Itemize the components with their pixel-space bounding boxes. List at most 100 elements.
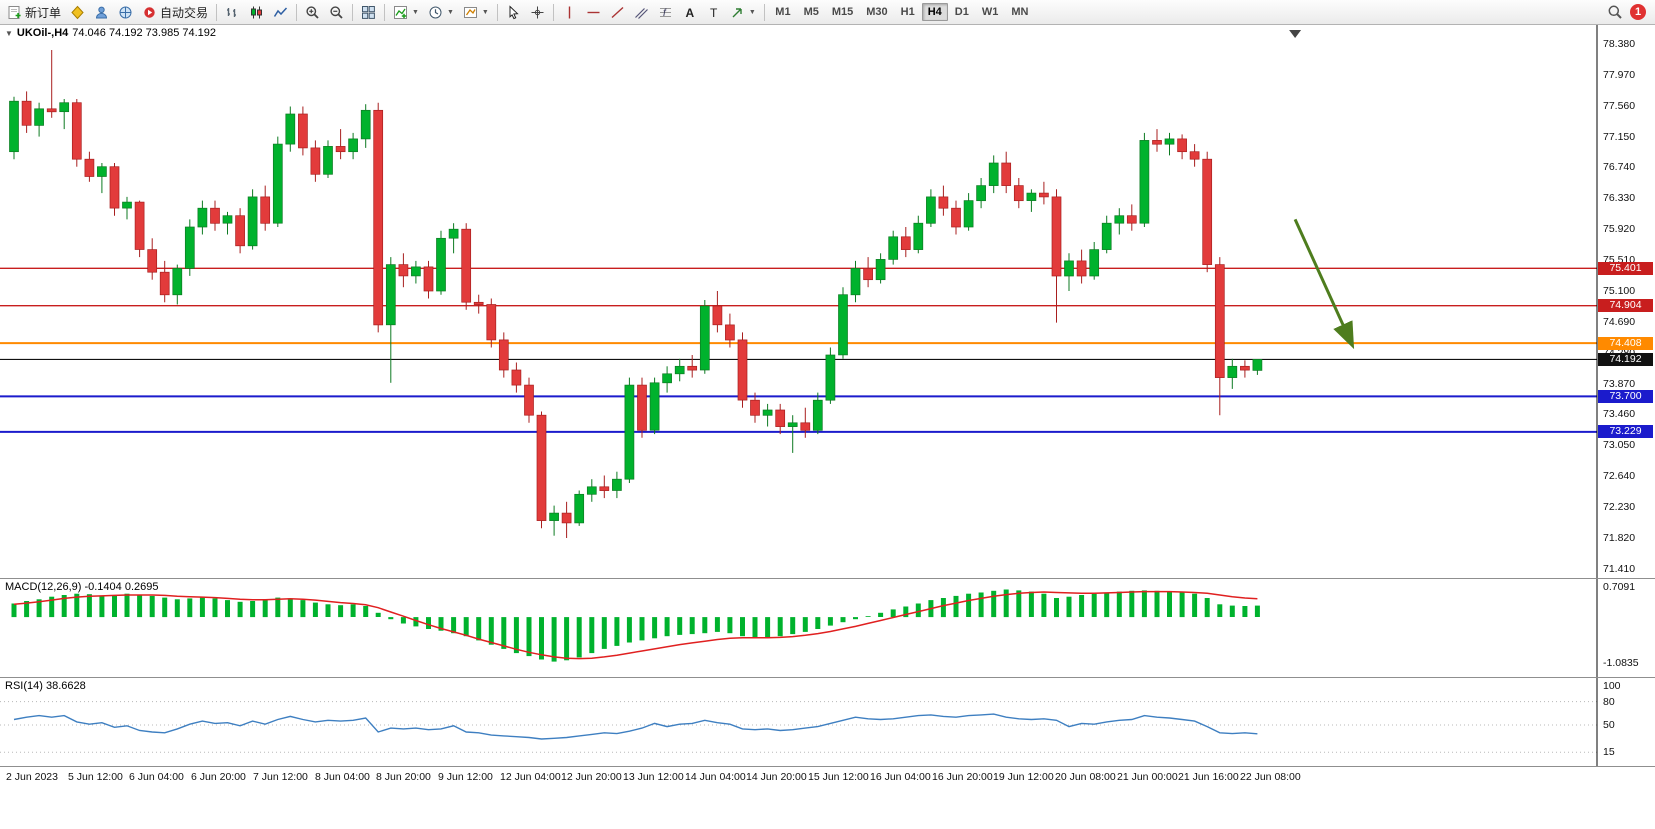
rsi-panel[interactable]: RSI(14) 38.6628 100 80 50 15 [0,677,1655,766]
zoom-out-button[interactable] [325,1,348,24]
crosshair-icon [531,6,544,18]
line-chart-button[interactable] [269,1,292,24]
arrows-tool-button[interactable]: ▼ [726,1,760,24]
fibonacci-icon: f [659,7,671,19]
macd-chart [11,579,1598,677]
symbol-dropdown-icon[interactable]: ▼ [5,28,13,38]
indicators-button[interactable]: ▼ [389,1,423,24]
toolbar-separator [296,3,298,21]
new-order-button[interactable]: 新订单 [3,1,65,24]
price-tick-label: 76.740 [1603,161,1636,173]
rsi-chart [0,678,1598,766]
timeframe-h1-button[interactable]: H1 [900,6,915,18]
periods-button[interactable]: ▼ [424,1,458,24]
notification-badge[interactable]: 1 [1630,4,1646,20]
chart-shift-marker[interactable] [1289,30,1302,38]
timeframe-m30-button[interactable]: M30 [866,6,888,18]
toolbar-separator [384,3,386,21]
toolbar-separator [552,3,554,21]
crosshair-button[interactable] [526,1,549,24]
price-tick-label: 77.970 [1603,69,1636,81]
toolbar-separator [763,3,765,21]
profile-button[interactable] [90,1,113,24]
zoom-out-icon [330,5,343,19]
price-line-badge[interactable]: 74.408 [1598,337,1653,350]
chevron-down-icon: ▼ [446,8,454,16]
cursor-button[interactable] [502,1,525,24]
price-line-badge[interactable]: 74.192 [1598,353,1653,366]
rsi-label: RSI(14) 38.6628 [5,680,86,692]
bar-chart-button[interactable] [221,1,244,24]
chart-title: ▼ UKOil-,H4 74.046 74.192 73.985 74.192 [5,27,216,39]
templates-button[interactable]: ▼ [459,1,493,24]
price-tick-label: 71.410 [1603,563,1636,575]
symbol-label: UKOil-,H4 [16,27,69,39]
auto-trading-icon [144,6,155,18]
price-tick-label: 77.560 [1603,100,1636,112]
price-tick-label: 75.100 [1603,285,1636,297]
trend-arrow-annotation[interactable] [1293,218,1355,350]
equidistant-channel-button[interactable] [630,1,653,24]
profile-icon [96,6,108,18]
candlestick-chart[interactable] [0,25,1655,578]
macd-tick-label: -1.0835 [1603,657,1639,669]
toolbar: 新订单 自动交易 [0,0,1655,25]
timeframe-m5-button[interactable]: M5 [803,6,819,18]
macd-label: MACD(12,26,9) -0.1404 0.2695 [5,581,159,593]
horizontal-line-button[interactable] [582,1,605,24]
time-tick-label: 6 Jun 04:00 [129,771,184,783]
price-line-badge[interactable]: 74.904 [1598,299,1653,312]
price-line-badge[interactable]: 75.401 [1598,262,1653,275]
horizontal-lines[interactable] [0,267,1597,433]
vertical-line-button[interactable] [558,1,581,24]
text-button[interactable]: A [678,1,701,24]
svg-text:f: f [663,8,667,19]
trendline-button[interactable] [606,1,629,24]
timeframe-m1-button[interactable]: M1 [775,6,791,18]
candlestick-chart-button[interactable] [245,1,268,24]
bar-chart-icon [227,7,237,17]
rsi-tick-label: 80 [1603,696,1615,708]
timeframe-m15-button[interactable]: M15 [831,6,854,18]
timeframe-d1-button[interactable]: D1 [954,6,969,18]
horizontal-line-icon [587,11,600,13]
time-tick-label: 12 Jun 04:00 [500,771,561,783]
market-watch-button[interactable] [114,1,137,24]
timeframe-w1-button[interactable]: W1 [981,6,999,18]
macd-panel[interactable]: MACD(12,26,9) -0.1404 0.2695 0.7091 -1.08… [0,578,1655,677]
arrow-tool-icon [732,7,742,17]
timeframe-mn-button[interactable]: MN [1011,6,1029,18]
price-line-badge[interactable]: 73.229 [1598,425,1653,438]
time-tick-label: 9 Jun 12:00 [438,771,493,783]
time-tick-label: 8 Jun 20:00 [376,771,431,783]
candles [9,50,1263,538]
timeframe-h4-button[interactable]: H4 [921,3,948,21]
zoom-in-icon [306,5,319,19]
tile-windows-button[interactable] [357,1,380,24]
toolbar-separator [352,3,354,21]
price-tick-label: 74.690 [1603,316,1636,328]
auto-trading-button[interactable]: 自动交易 [138,1,212,24]
svg-text:T: T [710,6,718,20]
time-tick-label: 8 Jun 04:00 [315,771,370,783]
time-tick-label: 19 Jun 12:00 [993,771,1054,783]
time-tick-label: 22 Jun 08:00 [1240,771,1301,783]
time-tick-label: 12 Jun 20:00 [561,771,622,783]
price-tick-label: 71.820 [1603,532,1636,544]
text-label-button[interactable]: T [702,1,725,24]
time-axis[interactable]: 2 Jun 2023 5 Jun 12:00 6 Jun 04:00 6 Jun 20… [0,766,1655,791]
rsi-tick-label: 15 [1603,746,1615,758]
time-tick-label: 7 Jun 12:00 [253,771,308,783]
price-line-badge[interactable]: 73.700 [1598,390,1653,403]
time-tick-label: 21 Jun 00:00 [1117,771,1178,783]
chart-window-button[interactable] [66,1,89,24]
candlestick-icon [251,6,263,18]
text-label-icon: T [710,6,718,20]
zoom-in-button[interactable] [301,1,324,24]
search-button[interactable] [1603,1,1627,24]
new-order-icon [8,5,21,19]
fibonacci-button[interactable]: f [654,1,677,24]
time-tick-label: 20 Jun 08:00 [1055,771,1116,783]
time-tick-label: 14 Jun 20:00 [746,771,807,783]
main-chart-panel[interactable]: ▼ UKOil-,H4 74.046 74.192 73.985 74.192 … [0,25,1655,578]
